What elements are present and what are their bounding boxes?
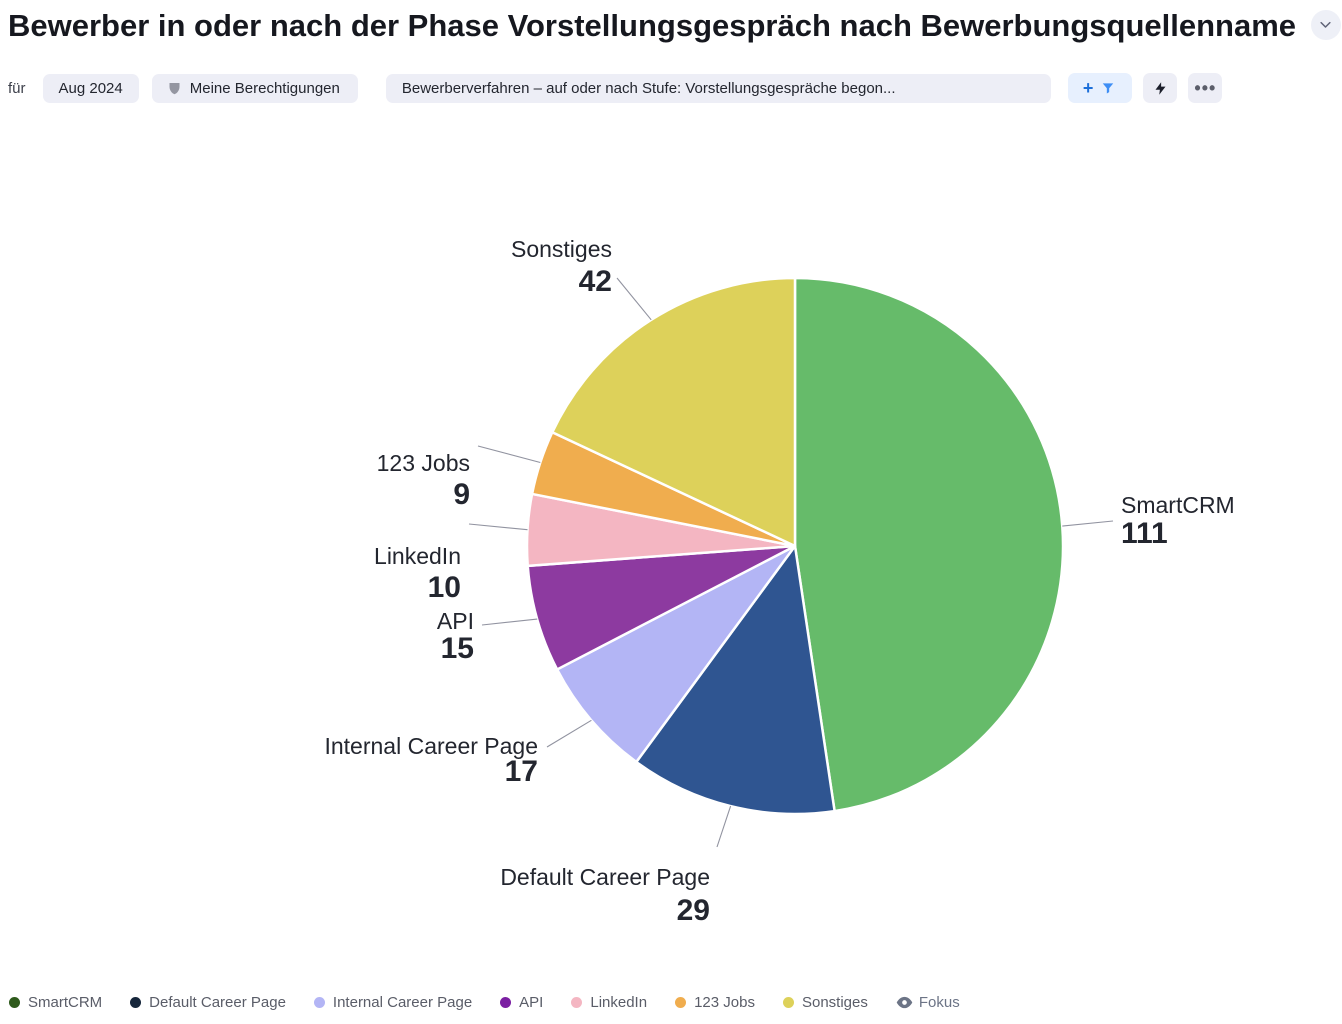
svg-text:Default Career Page: Default Career Page [500, 864, 710, 890]
svg-text:42: 42 [579, 265, 612, 298]
svg-text:SmartCRM: SmartCRM [1121, 492, 1235, 518]
svg-text:15: 15 [441, 632, 474, 665]
svg-text:17: 17 [505, 755, 538, 788]
svg-text:10: 10 [428, 571, 461, 604]
svg-text:29: 29 [677, 894, 710, 927]
svg-text:Sonstiges: Sonstiges [511, 236, 612, 262]
svg-text:111: 111 [1121, 517, 1168, 550]
svg-text:123 Jobs: 123 Jobs [377, 450, 470, 476]
svg-text:9: 9 [453, 478, 470, 511]
svg-text:LinkedIn: LinkedIn [374, 543, 461, 569]
svg-text:API: API [437, 608, 474, 634]
